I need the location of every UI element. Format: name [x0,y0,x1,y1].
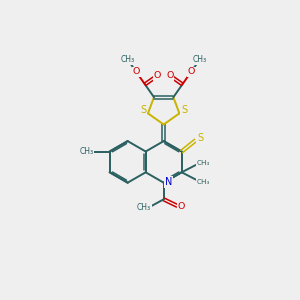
Text: O: O [133,68,140,76]
Text: S: S [140,105,146,115]
Text: CH₃: CH₃ [193,55,207,64]
Text: CH₃: CH₃ [121,55,135,64]
Text: S: S [181,105,187,115]
Text: N: N [165,177,172,187]
Text: O: O [188,68,195,76]
Text: CH₃: CH₃ [196,178,210,184]
Text: CH₃: CH₃ [80,147,94,156]
Text: CH₃: CH₃ [196,160,210,166]
Text: S: S [197,133,203,143]
Text: O: O [166,71,174,80]
Text: CH₃: CH₃ [137,203,151,212]
Text: O: O [154,71,161,80]
Text: O: O [178,202,185,211]
